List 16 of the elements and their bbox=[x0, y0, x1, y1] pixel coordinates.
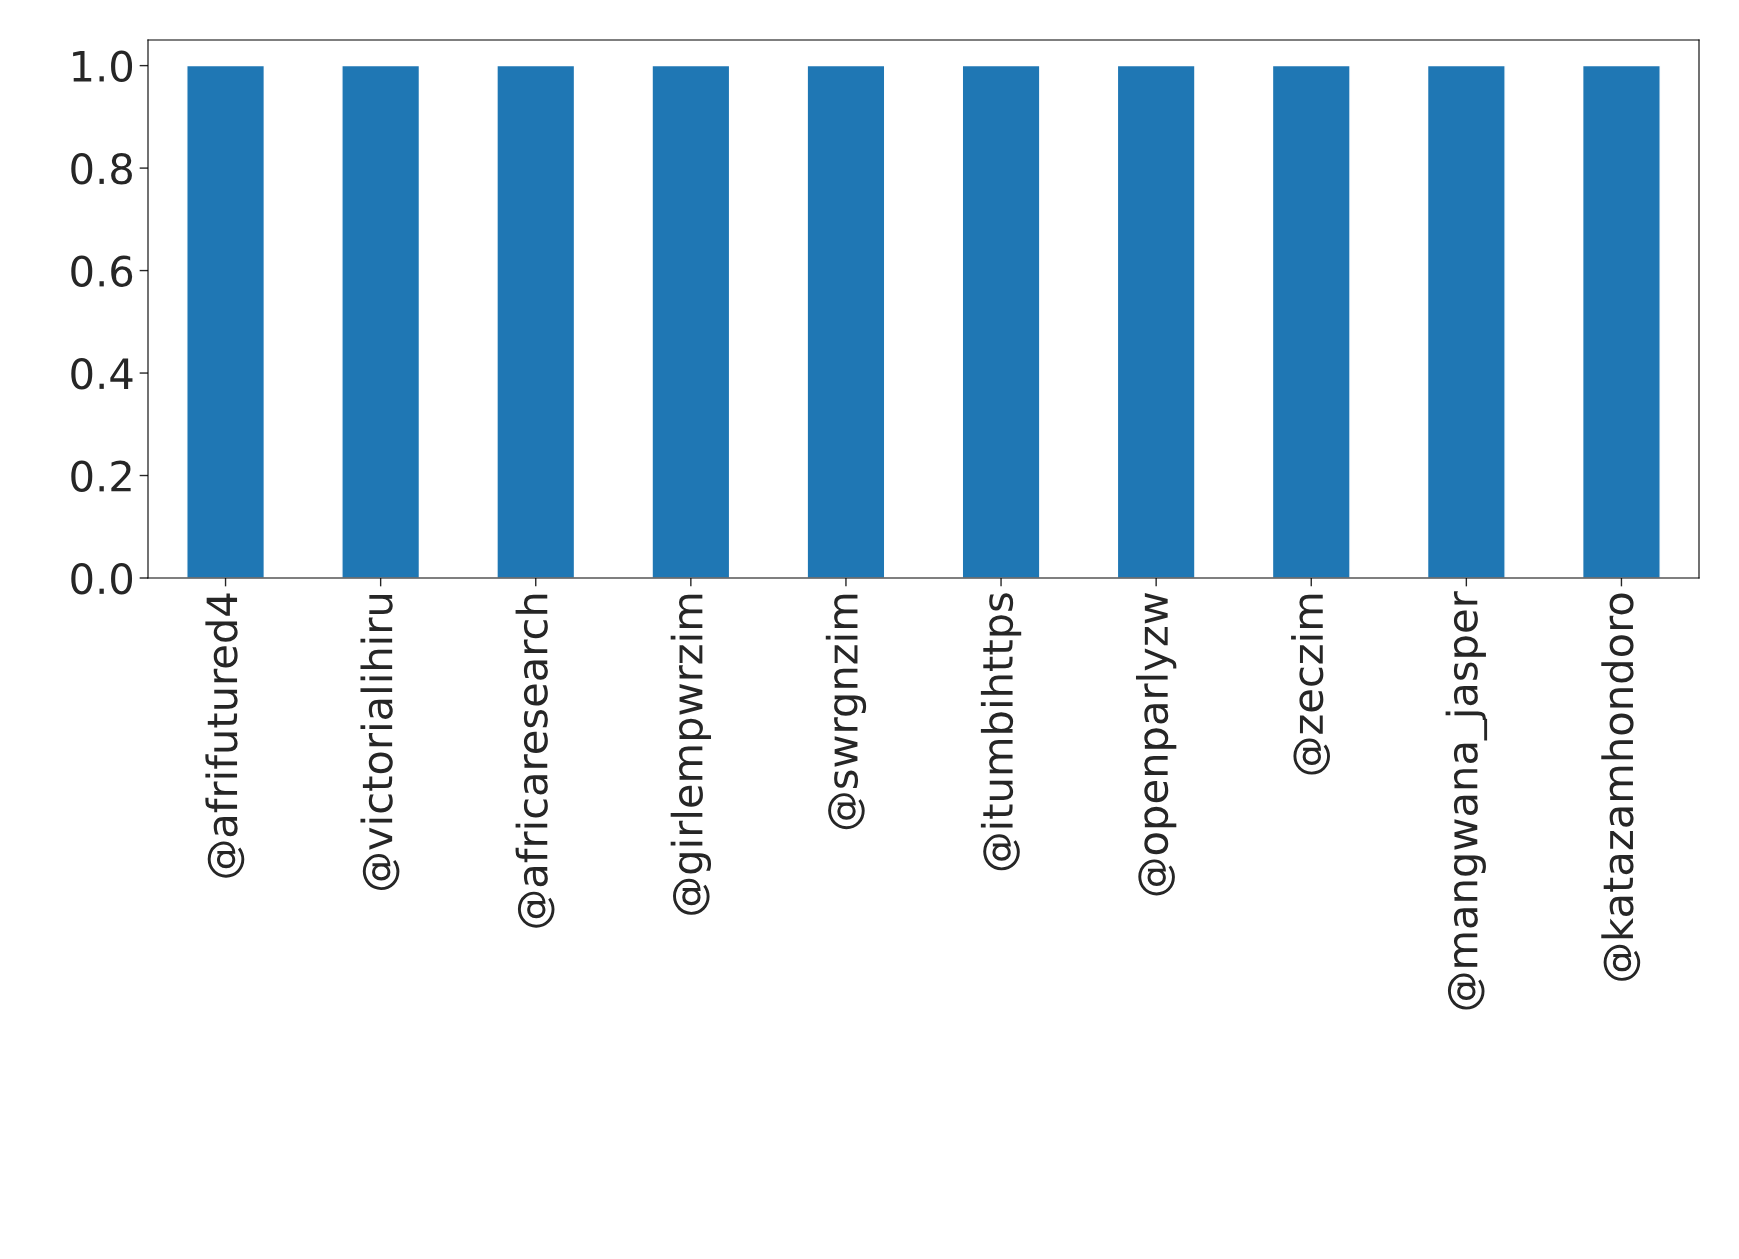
y-tick-label: 0.2 bbox=[71, 460, 131, 492]
x-tick-label: @itumbihttps bbox=[980, 593, 1022, 871]
y-tick-label: 0.4 bbox=[71, 357, 133, 390]
x-tick-label: @katazamhondoro bbox=[1601, 593, 1641, 981]
x-tick-label: @victorialihiru bbox=[360, 594, 400, 890]
y-tick-label: 0.0 bbox=[71, 562, 133, 595]
x-tick-label: @swrgnzim bbox=[825, 594, 867, 830]
x-tick-label: @zeczim bbox=[1291, 594, 1330, 775]
x-tick-label: @africaresearch bbox=[515, 594, 555, 928]
x-tick-label: @mangwana_jasper bbox=[1445, 591, 1488, 1010]
x-tick-label: @afrifutured4 bbox=[205, 593, 245, 878]
y-tick-label: 0.6 bbox=[71, 255, 133, 287]
x-tick-label: @openparlyzw bbox=[1135, 592, 1177, 896]
x-tick-label: @girlempwrzim bbox=[670, 594, 712, 915]
y-tick-label: 1.0 bbox=[73, 50, 133, 83]
y-tick-label: 0.8 bbox=[71, 153, 132, 185]
